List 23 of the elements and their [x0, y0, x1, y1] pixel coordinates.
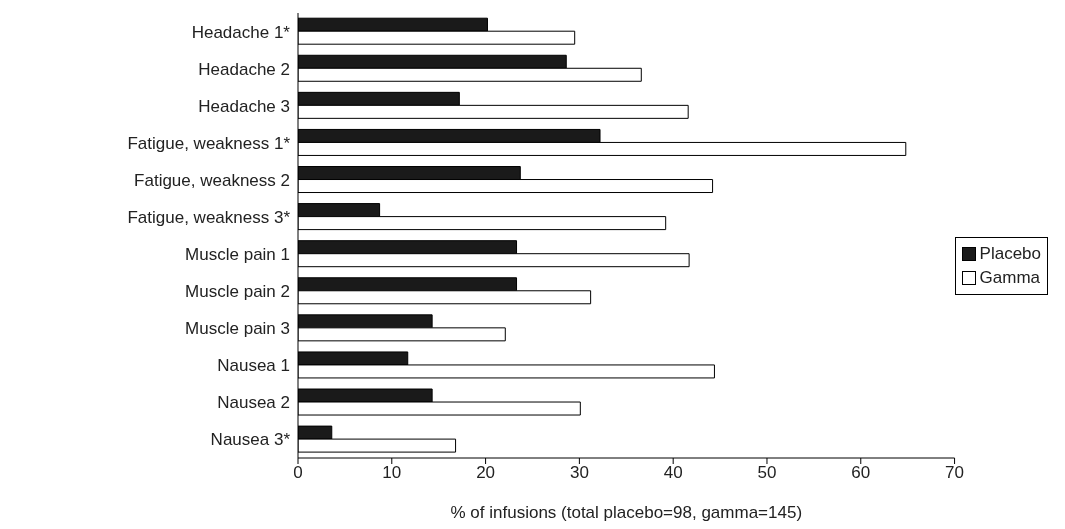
y-tick-label: Fatigue, weakness 2: [134, 170, 290, 190]
y-tick-label: Headache 3: [198, 96, 290, 116]
x-tick-label: 40: [663, 463, 683, 483]
x-tick-label: 30: [569, 463, 589, 483]
y-tick-label: Muscle pain 1: [185, 245, 290, 265]
x-tick-label: 50: [757, 463, 777, 483]
x-tick-label: 0: [293, 463, 303, 483]
x-tick-label: 10: [382, 463, 402, 483]
y-tick-label: Muscle pain 3: [185, 319, 290, 339]
x-tick-label: 70: [945, 463, 965, 483]
y-tick-label: Fatigue, weakness 1*: [127, 133, 291, 153]
x-axis-title: % of infusions (total placebo=98, gamma=145): [450, 503, 803, 522]
legend-label: Gamma: [979, 266, 1041, 289]
y-tick-label: Nausea 1: [217, 356, 290, 376]
y-tick-label: Nausea 2: [217, 393, 290, 413]
x-tick-label: 20: [476, 463, 496, 483]
y-tick-label: Headache 2: [198, 59, 290, 79]
y-tick-label: Nausea 3*: [210, 430, 291, 450]
y-tick-label: Muscle pain 2: [185, 282, 290, 302]
y-tick-label: Fatigue, weakness 3*: [127, 207, 291, 227]
y-tick-label: Headache 1*: [191, 22, 291, 42]
legend-label: Placebo: [979, 242, 1041, 265]
x-tick-label: 60: [851, 463, 871, 483]
